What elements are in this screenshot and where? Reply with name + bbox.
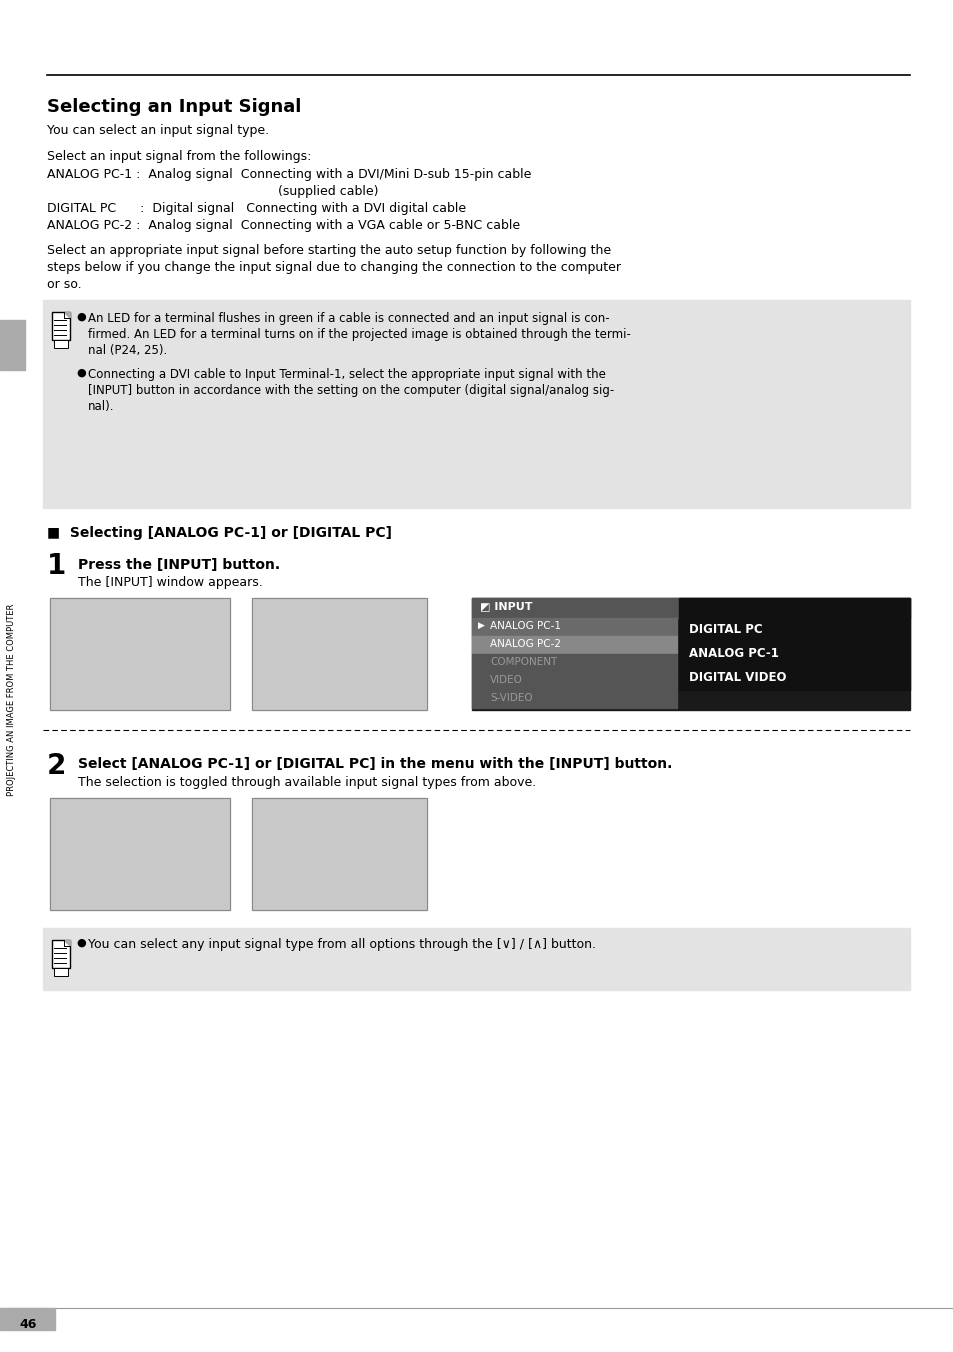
Text: ANALOG PC-2: ANALOG PC-2 (490, 639, 560, 649)
Polygon shape (64, 312, 70, 318)
Text: Select an input signal from the followings:: Select an input signal from the followin… (47, 150, 311, 164)
Text: [INPUT] button in accordance with the setting on the computer (digital signal/an: [INPUT] button in accordance with the se… (88, 384, 614, 397)
Bar (43, 927, 909, 990)
Text: nal).: nal). (88, 400, 114, 412)
Text: ●: ● (76, 938, 86, 948)
Text: nal (P24, 25).: nal (P24, 25). (88, 343, 167, 357)
Bar (472, 690, 677, 708)
Bar (50, 598, 230, 710)
Text: ▶: ▶ (477, 621, 484, 630)
Bar (472, 635, 677, 654)
Text: You can select an input signal type.: You can select an input signal type. (47, 124, 269, 137)
Text: ◩ INPUT: ◩ INPUT (479, 602, 532, 611)
Bar (252, 798, 427, 910)
Text: An LED for a terminal flushes in green if a cable is connected and an input sign: An LED for a terminal flushes in green i… (88, 312, 609, 324)
Text: Selecting an Input Signal: Selecting an Input Signal (47, 97, 301, 116)
Text: S-VIDEO: S-VIDEO (490, 694, 532, 703)
Text: DIGITAL PC      :  Digital signal   Connecting with a DVI digital cable: DIGITAL PC : Digital signal Connecting w… (47, 201, 466, 215)
Bar (472, 598, 909, 710)
Text: ■  Selecting [ANALOG PC-1] or [DIGITAL PC]: ■ Selecting [ANALOG PC-1] or [DIGITAL PC… (47, 526, 392, 539)
Bar (472, 618, 677, 635)
Text: ANALOG PC-2 :  Analog signal  Connecting with a VGA cable or 5-BNC cable: ANALOG PC-2 : Analog signal Connecting w… (47, 219, 519, 233)
Bar (472, 654, 677, 672)
Bar (50, 798, 230, 910)
Bar (252, 598, 427, 710)
Text: DIGITAL PC: DIGITAL PC (688, 623, 761, 635)
Bar (54, 968, 68, 976)
Bar (50, 598, 230, 710)
Bar (43, 300, 909, 508)
Text: ANALOG PC-1: ANALOG PC-1 (688, 648, 778, 660)
Bar (52, 940, 70, 968)
Text: or so.: or so. (47, 279, 82, 291)
Text: VIDEO: VIDEO (490, 675, 522, 685)
Bar (472, 598, 909, 618)
Text: You can select any input signal type from all options through the [∨] / [∧] butt: You can select any input signal type fro… (88, 938, 596, 950)
Text: 46: 46 (19, 1318, 36, 1330)
Text: 2: 2 (47, 752, 67, 780)
Bar (52, 312, 70, 339)
Text: 1: 1 (47, 552, 66, 580)
Text: (supplied cable): (supplied cable) (277, 185, 378, 197)
Text: Press the [INPUT] button.: Press the [INPUT] button. (78, 558, 280, 572)
Bar (679, 598, 909, 690)
Polygon shape (64, 940, 70, 946)
Bar (472, 672, 677, 690)
Bar (0, 1307, 55, 1330)
Text: Connecting a DVI cable to Input Terminal-1, select the appropriate input signal : Connecting a DVI cable to Input Terminal… (88, 368, 605, 381)
Text: The [INPUT] window appears.: The [INPUT] window appears. (78, 576, 262, 589)
Text: The selection is toggled through available input signal types from above.: The selection is toggled through availab… (78, 776, 536, 790)
Text: ●: ● (76, 312, 86, 322)
Text: steps below if you change the input signal due to changing the connection to the: steps below if you change the input sign… (47, 261, 620, 274)
Text: ANALOG PC-1: ANALOG PC-1 (490, 621, 560, 631)
Text: firmed. An LED for a terminal turns on if the projected image is obtained throug: firmed. An LED for a terminal turns on i… (88, 329, 630, 341)
Text: Select an appropriate input signal before starting the auto setup function by fo: Select an appropriate input signal befor… (47, 243, 611, 257)
Text: PROJECTING AN IMAGE FROM THE COMPUTER: PROJECTING AN IMAGE FROM THE COMPUTER (8, 604, 16, 796)
Text: ●: ● (76, 368, 86, 379)
Bar (0, 320, 25, 370)
Bar (54, 339, 68, 347)
Bar (252, 598, 427, 710)
Text: COMPONENT: COMPONENT (490, 657, 557, 667)
Bar (50, 798, 230, 910)
Text: Select [ANALOG PC-1] or [DIGITAL PC] in the menu with the [INPUT] button.: Select [ANALOG PC-1] or [DIGITAL PC] in … (78, 757, 672, 771)
Text: DIGITAL VIDEO: DIGITAL VIDEO (688, 671, 785, 684)
Text: ANALOG PC-1 :  Analog signal  Connecting with a DVI/Mini D-sub 15-pin cable: ANALOG PC-1 : Analog signal Connecting w… (47, 168, 531, 181)
Bar (252, 798, 427, 910)
